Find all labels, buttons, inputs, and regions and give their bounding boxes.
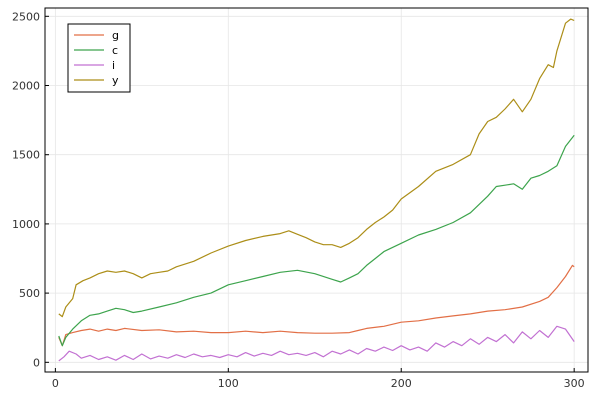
legend-label-g: g: [112, 29, 119, 42]
y-tick-label: 1500: [12, 149, 40, 162]
series-line-y: [58, 18, 575, 318]
y-tick-label: 0: [33, 356, 40, 369]
plot-frame: [44, 7, 589, 373]
series-line-i: [58, 325, 575, 362]
x-tick-label: 100: [218, 377, 239, 390]
legend-box: [67, 23, 131, 93]
x-tick-label: 300: [564, 377, 585, 390]
x-tick-label: 200: [391, 377, 412, 390]
series-line-c: [58, 134, 575, 347]
y-tick-label: 500: [19, 287, 40, 300]
grid: [45, 8, 588, 372]
y-tick-label: 2000: [12, 80, 40, 93]
legend-label-y: y: [112, 74, 119, 87]
y-tick-label: 2500: [12, 10, 40, 23]
legend-label-c: c: [112, 44, 118, 57]
legend-label-i: i: [112, 59, 115, 72]
series-line-g: [58, 264, 575, 347]
series-group: [58, 18, 575, 362]
axis-ticks: 0 100 200 300 0 500 1000 1500 2000 2500: [12, 10, 585, 390]
y-tick-label: 1000: [12, 218, 40, 231]
x-tick-label: 0: [52, 377, 59, 390]
